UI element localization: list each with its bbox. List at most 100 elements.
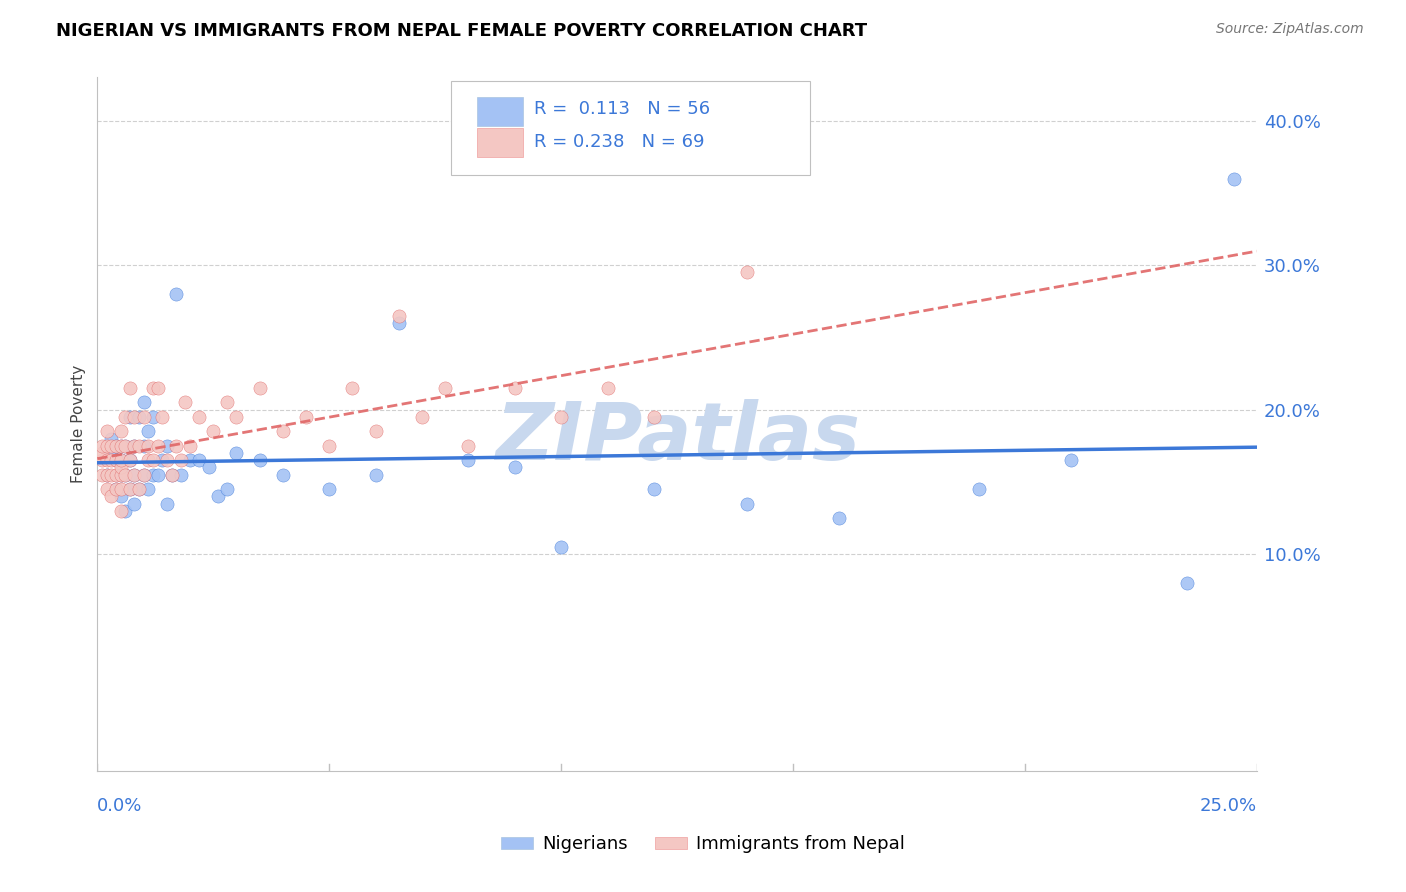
Point xyxy=(100,489,122,503)
Point xyxy=(100,467,122,482)
Point xyxy=(146,439,169,453)
Text: 0.0%: 0.0% xyxy=(97,797,143,814)
Point xyxy=(132,439,155,453)
Point xyxy=(142,409,165,424)
Point xyxy=(132,409,155,424)
Point xyxy=(364,425,387,439)
Point xyxy=(118,409,141,424)
Point xyxy=(110,439,132,453)
Point xyxy=(197,460,219,475)
Point xyxy=(110,482,132,496)
Point xyxy=(128,482,150,496)
Point xyxy=(124,467,146,482)
Point xyxy=(364,467,387,482)
Point xyxy=(104,482,127,496)
Point xyxy=(100,432,122,446)
Point xyxy=(114,409,136,424)
Point xyxy=(179,453,201,467)
Point xyxy=(434,381,457,395)
Point xyxy=(118,453,141,467)
Point xyxy=(110,460,132,475)
Point xyxy=(110,467,132,482)
Point xyxy=(110,425,132,439)
Text: R =  0.113   N = 56: R = 0.113 N = 56 xyxy=(534,100,710,118)
Point xyxy=(96,425,118,439)
Point xyxy=(91,467,114,482)
Point xyxy=(96,453,118,467)
Point xyxy=(96,439,118,453)
Point xyxy=(110,453,132,467)
Point xyxy=(118,482,141,496)
Point xyxy=(457,439,479,453)
Point xyxy=(342,381,364,395)
Legend: Nigerians, Immigrants from Nepal: Nigerians, Immigrants from Nepal xyxy=(494,829,912,861)
Point xyxy=(146,467,169,482)
Point xyxy=(110,489,132,503)
Text: NIGERIAN VS IMMIGRANTS FROM NEPAL FEMALE POVERTY CORRELATION CHART: NIGERIAN VS IMMIGRANTS FROM NEPAL FEMALE… xyxy=(56,22,868,40)
Point xyxy=(124,409,146,424)
Point xyxy=(124,497,146,511)
Point xyxy=(132,395,155,409)
Point xyxy=(179,439,201,453)
Point xyxy=(96,467,118,482)
Point xyxy=(411,409,433,424)
Point xyxy=(1175,576,1198,591)
Point xyxy=(128,482,150,496)
Point xyxy=(503,381,526,395)
Point xyxy=(100,453,122,467)
Text: R = 0.238   N = 69: R = 0.238 N = 69 xyxy=(534,133,704,151)
Point xyxy=(104,453,127,467)
Point xyxy=(110,467,132,482)
Point xyxy=(146,381,169,395)
Point xyxy=(550,409,572,424)
Point xyxy=(165,439,187,453)
Point xyxy=(104,482,127,496)
FancyBboxPatch shape xyxy=(451,81,810,175)
Point xyxy=(156,453,179,467)
Text: Source: ZipAtlas.com: Source: ZipAtlas.com xyxy=(1216,22,1364,37)
Point xyxy=(207,489,229,503)
Point xyxy=(643,482,665,496)
Point xyxy=(110,504,132,518)
Point xyxy=(104,453,127,467)
Point xyxy=(550,540,572,554)
Point xyxy=(104,439,127,453)
Point xyxy=(170,453,193,467)
Point xyxy=(225,446,247,460)
Point xyxy=(104,439,127,453)
Point xyxy=(110,453,132,467)
Point xyxy=(118,453,141,467)
Point xyxy=(271,425,294,439)
Point xyxy=(156,497,179,511)
Point xyxy=(295,409,318,424)
Point xyxy=(271,467,294,482)
Point xyxy=(96,482,118,496)
Point xyxy=(967,482,990,496)
Point xyxy=(132,467,155,482)
Point xyxy=(91,446,114,460)
Point xyxy=(318,439,340,453)
Point xyxy=(735,497,758,511)
Point xyxy=(138,482,160,496)
Point xyxy=(1222,171,1244,186)
Point xyxy=(225,409,247,424)
Point xyxy=(503,460,526,475)
Point xyxy=(643,409,665,424)
Point xyxy=(1060,453,1083,467)
Point xyxy=(114,439,136,453)
Point xyxy=(100,439,122,453)
Point xyxy=(160,467,183,482)
Point xyxy=(249,453,271,467)
Point xyxy=(91,439,114,453)
Point xyxy=(142,381,165,395)
Text: 25.0%: 25.0% xyxy=(1199,797,1257,814)
Point xyxy=(110,439,132,453)
Point xyxy=(114,504,136,518)
Point xyxy=(160,467,183,482)
Point xyxy=(100,446,122,460)
Point xyxy=(138,425,160,439)
Point xyxy=(217,395,239,409)
Point xyxy=(828,511,851,525)
Point xyxy=(124,439,146,453)
Point xyxy=(124,439,146,453)
